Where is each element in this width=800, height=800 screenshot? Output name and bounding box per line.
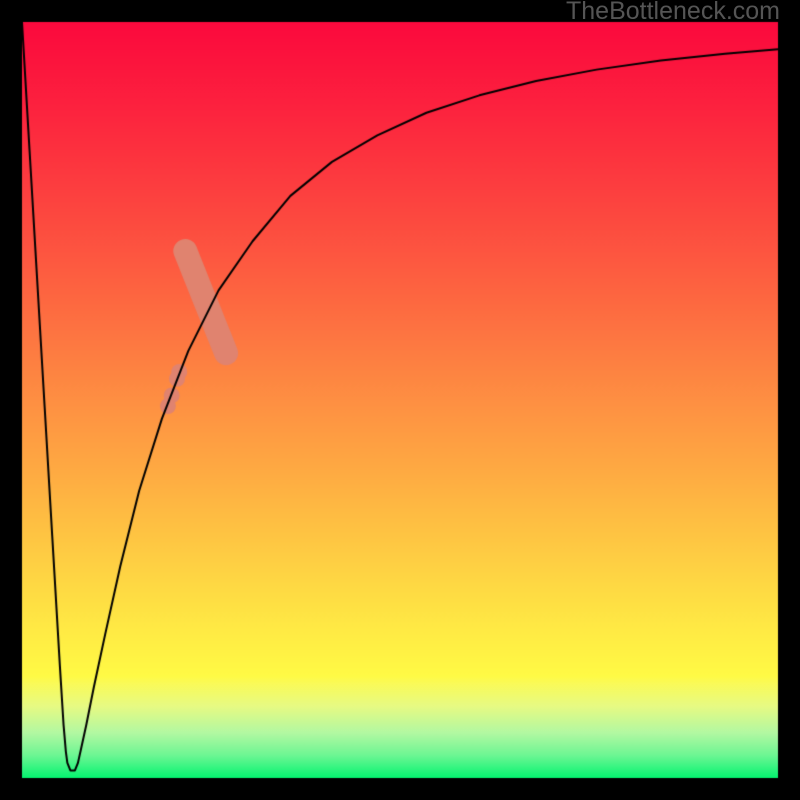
bottleneck-curve-chart (0, 0, 800, 800)
chart-root: TheBottleneck.com (0, 0, 800, 800)
